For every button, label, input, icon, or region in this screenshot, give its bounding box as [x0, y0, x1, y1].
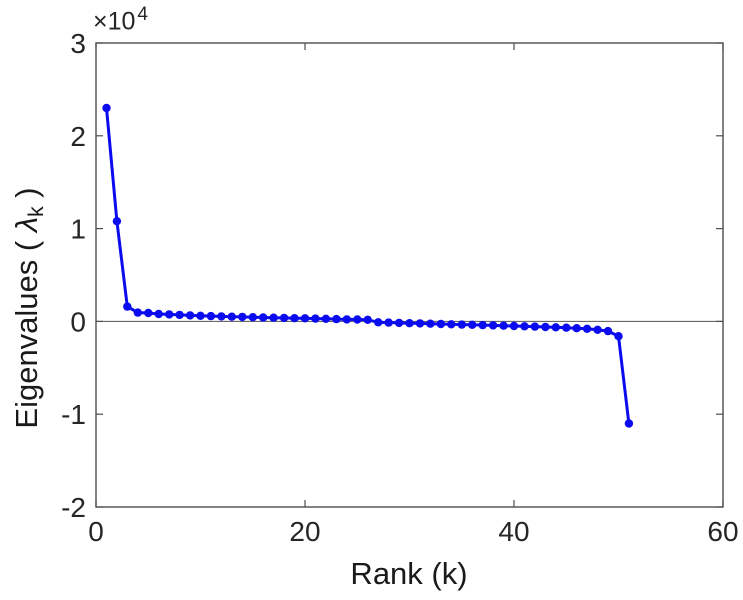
- plot-box: [95, 42, 724, 508]
- data-point-marker: [426, 319, 435, 328]
- data-point-marker: [582, 324, 592, 333]
- y-axis-title: Eigenvalues ( λk ): [9, 187, 48, 429]
- y-axis-title-prefix: Eigenvalues (: [9, 232, 44, 429]
- data-point-marker: [405, 319, 414, 328]
- data-point-marker: [300, 314, 310, 323]
- x-tick-label: 0: [88, 516, 104, 547]
- y-tick-label: 2: [70, 121, 86, 152]
- data-point-marker: [279, 313, 289, 323]
- data-point-marker: [332, 314, 341, 324]
- data-point-marker: [217, 312, 226, 321]
- y-tick-label: 1: [70, 214, 86, 245]
- x-axis-title: Rank (k): [350, 556, 468, 591]
- data-point-marker: [165, 310, 174, 319]
- data-point-marker: [593, 325, 602, 334]
- data-point-marker: [374, 318, 383, 327]
- exponent-power: 4: [137, 4, 148, 25]
- lambda-subscript: k: [24, 206, 48, 217]
- data-point-marker: [154, 309, 163, 319]
- y-tick-label: 3: [70, 28, 86, 59]
- exponent-base: ×10: [93, 7, 136, 36]
- data-point-marker: [572, 324, 581, 333]
- data-point-marker: [520, 322, 529, 331]
- data-point-marker: [562, 323, 571, 332]
- data-point-marker: [227, 312, 236, 321]
- data-point-marker: [144, 308, 153, 318]
- y-axis-exponent: ×10 4: [93, 4, 148, 36]
- data-point-marker: [488, 321, 498, 330]
- data-point-marker: [133, 308, 142, 317]
- y-axis-title-suffix: ): [9, 187, 44, 207]
- data-point-marker: [353, 315, 362, 324]
- data-point-marker: [499, 321, 508, 330]
- y-tick-label: -1: [61, 399, 86, 430]
- y-tick-label: -2: [61, 492, 86, 523]
- data-point-marker: [478, 320, 487, 330]
- data-point-marker: [321, 314, 331, 323]
- data-point-marker: [259, 313, 268, 322]
- y-tick-label: 0: [70, 306, 86, 337]
- x-tick-label: 20: [289, 516, 320, 547]
- lambda-symbol: λ: [9, 216, 44, 233]
- data-point-marker: [112, 217, 122, 226]
- data-point-marker: [196, 311, 205, 320]
- data-point-marker: [468, 320, 477, 329]
- data-point-marker: [394, 318, 404, 328]
- data-point-marker: [248, 313, 257, 322]
- data-point-marker: [447, 320, 456, 329]
- data-point-marker: [551, 323, 560, 332]
- data-point-marker: [603, 326, 613, 336]
- data-point-marker: [102, 103, 111, 113]
- data-point-marker: [624, 419, 634, 428]
- data-point-marker: [269, 313, 278, 322]
- data-point-marker: [509, 321, 519, 331]
- data-point-marker: [530, 322, 540, 331]
- x-tick-label: 60: [707, 516, 738, 547]
- data-point-marker: [384, 318, 393, 327]
- data-point-marker: [290, 314, 299, 323]
- data-point-marker: [206, 311, 216, 321]
- data-point-marker: [342, 315, 351, 324]
- data-point-marker: [238, 312, 247, 322]
- data-point-marker: [614, 332, 623, 341]
- data-point-marker: [123, 302, 132, 311]
- data-point-marker: [363, 315, 372, 324]
- data-point-marker: [436, 319, 446, 329]
- data-point-marker: [185, 311, 195, 320]
- data-point-marker: [415, 319, 425, 328]
- data-point-marker: [457, 320, 466, 329]
- data-point-marker: [541, 322, 550, 332]
- data-point-marker: [311, 314, 320, 323]
- eigenvalue-line: [105, 106, 631, 425]
- x-tick-label: 40: [498, 516, 529, 547]
- data-point-marker: [175, 310, 184, 320]
